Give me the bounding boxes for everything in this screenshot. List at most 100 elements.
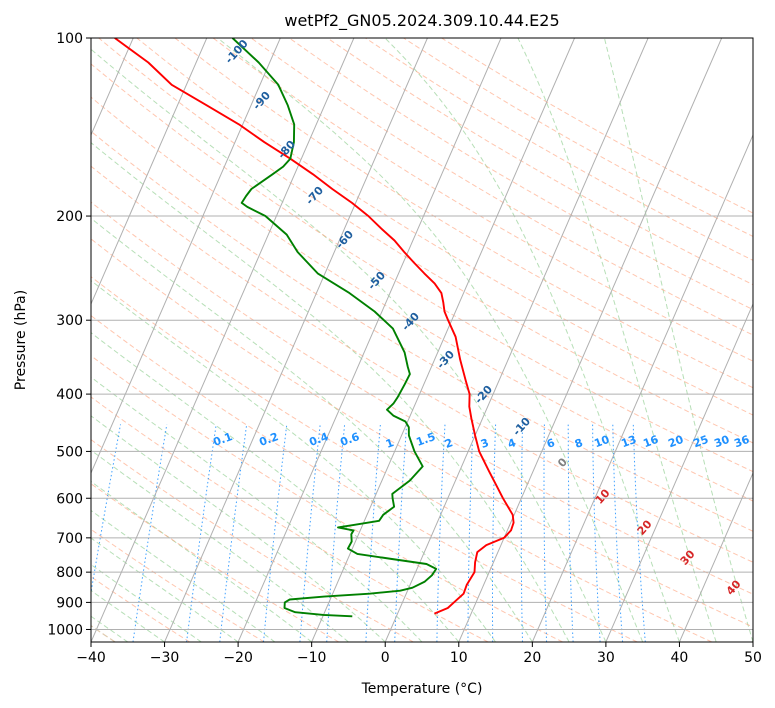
mixing-ratio-label: 0.6 bbox=[338, 430, 361, 449]
dry-adiabats bbox=[91, 38, 753, 642]
isotherm-line bbox=[91, 38, 355, 642]
mixing-ratio-label: 10 bbox=[592, 433, 611, 451]
mixing-ratio-label: 6 bbox=[545, 436, 557, 451]
isotherm-line bbox=[384, 38, 649, 642]
profile-series bbox=[114, 38, 515, 618]
dry-adiabat bbox=[91, 355, 563, 642]
dry-adiabat bbox=[91, 238, 753, 628]
dry-adiabat bbox=[91, 315, 638, 642]
mixing-ratio-line bbox=[91, 424, 121, 596]
dry-adiabat-label: -70 bbox=[303, 184, 326, 208]
moist-adiabat bbox=[603, 38, 753, 642]
plot-frame bbox=[90, 37, 754, 643]
isotherm-line bbox=[237, 38, 502, 642]
isotherm-line bbox=[91, 38, 208, 306]
mixing-ratio-line bbox=[299, 424, 321, 642]
mixing-ratio-label: 13 bbox=[619, 433, 638, 450]
isotherm-line bbox=[311, 38, 576, 642]
mixing-ratio-label: 2 bbox=[443, 436, 455, 451]
dry-adiabat bbox=[91, 576, 190, 642]
moist-adiabat bbox=[91, 142, 570, 642]
mixing-ratio-label: 16 bbox=[641, 433, 660, 451]
moist-adiabats bbox=[91, 38, 753, 642]
x-tick-label: 50 bbox=[744, 650, 762, 666]
dry-adiabat-label: 20 bbox=[635, 517, 655, 537]
moist-adiabat bbox=[91, 376, 423, 642]
mixing-ratio-line bbox=[132, 424, 168, 642]
dry-adiabat-label: 40 bbox=[724, 577, 744, 597]
y-tick-label: 700 bbox=[56, 531, 83, 547]
isotherm-line bbox=[164, 38, 428, 642]
dry-adiabat bbox=[91, 528, 265, 642]
mixing-ratio-label: 8 bbox=[573, 436, 585, 451]
mixing-ratio-line bbox=[219, 424, 248, 642]
x-tick-label: −20 bbox=[223, 650, 253, 666]
isotherm-line bbox=[531, 133, 753, 642]
y-tick-label: 400 bbox=[56, 387, 83, 403]
dry-adiabat bbox=[136, 38, 753, 416]
mixing-ratio-label: 4 bbox=[506, 436, 518, 451]
y-tick-label: 200 bbox=[56, 209, 83, 225]
dry-adiabat bbox=[91, 96, 753, 502]
moist-adiabat bbox=[384, 38, 680, 642]
x-tick-label: 20 bbox=[523, 650, 541, 666]
mixing-ratio-label: 0.4 bbox=[307, 430, 330, 449]
isotherm-line bbox=[458, 38, 723, 642]
moist-adiabat bbox=[91, 48, 607, 642]
mixing-ratio-label: 3 bbox=[479, 436, 491, 451]
isotherm-grid bbox=[91, 38, 753, 642]
isotherm-line bbox=[605, 302, 753, 642]
y-axis-label: Pressure (hPa) bbox=[13, 290, 29, 390]
dry-adiabat-label: 30 bbox=[678, 547, 698, 567]
y-tick-label: 300 bbox=[56, 313, 83, 329]
x-tick-label: 40 bbox=[671, 650, 689, 666]
dry-adiabat bbox=[91, 276, 713, 642]
moist-adiabat bbox=[91, 563, 202, 642]
moist-adiabat bbox=[91, 280, 496, 642]
moist-adiabat bbox=[91, 509, 276, 642]
mixing-ratio-line bbox=[326, 424, 346, 642]
dry-adiabat bbox=[91, 483, 340, 642]
moist-adiabat bbox=[91, 537, 239, 642]
mixing-ratio-label: 0.1 bbox=[211, 430, 234, 449]
moist-adiabat bbox=[91, 589, 165, 642]
dry-adiabat-label: -40 bbox=[399, 310, 422, 334]
dry-adiabat bbox=[91, 63, 753, 473]
y-tick-label: 800 bbox=[56, 565, 83, 581]
x-tick-label: 30 bbox=[597, 650, 615, 666]
mixing-ratio-label: 0.2 bbox=[257, 430, 280, 449]
x-axis-label: Temperature (°C) bbox=[361, 681, 483, 697]
x-tick-label: −10 bbox=[297, 650, 327, 666]
y-tick-label: 500 bbox=[56, 444, 83, 460]
mixing-ratio-label: 25 bbox=[691, 433, 710, 450]
x-tick-label: −40 bbox=[76, 650, 106, 666]
chart-title: wetPf2_GN05.2024.309.10.44.E25 bbox=[284, 11, 559, 31]
y-tick-label: 900 bbox=[56, 595, 83, 611]
grid-layer: -100-90-80-70-60-50-40-30-20-10010203040… bbox=[91, 38, 753, 642]
mixing-ratio-line bbox=[592, 424, 601, 642]
dry-adiabat bbox=[288, 38, 753, 311]
dry-adiabat-label: -50 bbox=[365, 269, 388, 293]
isotherm-line bbox=[91, 38, 281, 475]
mixing-ratio-line bbox=[492, 424, 497, 642]
dry-adiabat bbox=[98, 38, 753, 444]
moist-adiabat bbox=[91, 332, 460, 642]
temperature-profile-line bbox=[114, 38, 515, 615]
mixing-ratio-line bbox=[394, 424, 408, 642]
isotherm-line bbox=[752, 640, 753, 642]
mixing-ratio-label: 20 bbox=[666, 433, 685, 451]
isotherm-line bbox=[678, 471, 753, 642]
x-tick-label: −30 bbox=[150, 650, 180, 666]
mixing-ratio-label: 30 bbox=[712, 433, 731, 451]
mixing-ratio-label: 1.5 bbox=[414, 430, 437, 449]
moist-adiabat bbox=[217, 38, 644, 642]
moist-adiabat bbox=[91, 415, 386, 642]
dry-adiabat-label: -90 bbox=[250, 89, 273, 113]
y-tick-label: 1000 bbox=[47, 622, 83, 638]
dry-adiabat-label: 10 bbox=[593, 486, 613, 506]
moist-adiabat bbox=[91, 480, 312, 642]
x-tick-label: 0 bbox=[381, 650, 390, 666]
y-tick-label: 100 bbox=[56, 31, 83, 47]
isobar-grid bbox=[91, 38, 753, 630]
